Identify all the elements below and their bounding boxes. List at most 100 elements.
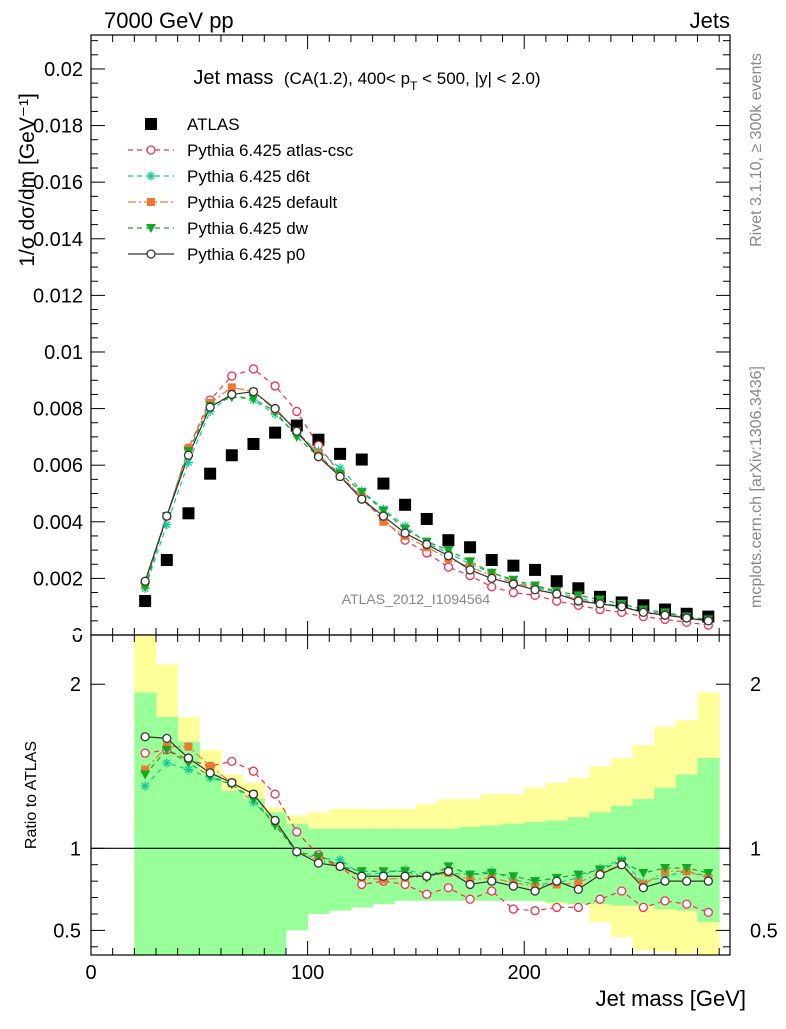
title-suffix: (CA(1.2), 400< p xyxy=(284,69,410,88)
main-point xyxy=(573,596,584,606)
main-ytick-label: 0 xyxy=(72,625,83,647)
main-point xyxy=(530,585,540,595)
main-point xyxy=(334,447,347,460)
main-point xyxy=(572,582,585,595)
ratio-band-inner xyxy=(697,758,720,923)
ratio-point xyxy=(248,789,259,799)
ratio-point xyxy=(638,902,649,913)
ratio-point xyxy=(573,884,584,895)
ratio-point xyxy=(443,866,454,876)
main-point xyxy=(227,383,236,392)
main-point xyxy=(443,551,454,561)
main-point xyxy=(355,453,368,466)
ratio-point xyxy=(443,883,454,893)
main-point xyxy=(573,591,584,601)
legend-label: Pythia 6.425 dw xyxy=(187,219,309,238)
ratio-point xyxy=(140,748,150,758)
main-series-line xyxy=(144,393,709,622)
ratio-point xyxy=(227,756,237,767)
main-point xyxy=(313,452,324,462)
title-main: Jet mass xyxy=(193,67,273,89)
main-point xyxy=(550,575,563,588)
main-point xyxy=(356,488,367,498)
ratio-point xyxy=(682,876,692,886)
ratio-point xyxy=(465,870,476,880)
ratio-band-inner xyxy=(589,812,612,905)
main-point xyxy=(420,512,433,525)
ratio-point xyxy=(660,864,671,874)
main-point xyxy=(247,437,260,450)
ratio-ylabel: Ratio to ATLAS xyxy=(23,741,40,849)
ratio-point xyxy=(248,766,259,776)
main-ytick-label: 0.02 xyxy=(44,59,83,81)
ratio-point xyxy=(681,864,692,874)
legend-label: Pythia 6.425 p0 xyxy=(187,245,305,264)
ratio-point xyxy=(617,886,627,896)
ratio-point xyxy=(270,815,280,826)
main-point xyxy=(182,507,195,520)
ratio-point xyxy=(183,753,194,763)
main-point xyxy=(160,554,173,566)
main-point xyxy=(378,511,389,521)
ratio-point xyxy=(703,868,714,878)
ratio-band-inner xyxy=(567,817,590,905)
ratio-point xyxy=(486,868,497,878)
ratio-point xyxy=(184,742,193,751)
main-point xyxy=(399,498,412,511)
ratio-band-inner xyxy=(394,828,417,901)
ratio-point xyxy=(573,902,584,913)
ratio-band-inner xyxy=(459,827,482,901)
ratio-point xyxy=(206,762,215,771)
main-point xyxy=(357,494,367,504)
main-point xyxy=(248,364,259,374)
ratio-frame xyxy=(90,634,731,956)
legend-marker xyxy=(146,249,156,259)
ratio-band-inner xyxy=(220,790,244,955)
main-ytick-label: 0.016 xyxy=(33,172,83,194)
main-point xyxy=(486,568,497,578)
main-point xyxy=(162,520,172,530)
main-point xyxy=(529,563,542,576)
main-point xyxy=(335,463,345,473)
ratio-band-inner xyxy=(415,828,439,901)
ratio-point xyxy=(140,781,150,791)
legend-label: Pythia 6.425 atlas-csc xyxy=(187,141,354,160)
ratio-point xyxy=(573,870,584,880)
ratio-point xyxy=(574,878,583,887)
ratio-band-inner xyxy=(199,774,222,955)
ratio-point xyxy=(141,765,150,774)
main-point xyxy=(507,559,520,572)
main-point xyxy=(139,595,152,608)
main-point xyxy=(225,449,238,462)
ratio-point xyxy=(638,868,649,878)
ratio-ytick-label-right: 1 xyxy=(750,838,761,860)
main-point xyxy=(269,426,282,439)
ratio-point xyxy=(508,881,519,891)
main-point xyxy=(465,565,475,575)
ratio-point xyxy=(335,861,345,872)
ratio-point xyxy=(292,846,302,857)
main-ytick-label: 0.006 xyxy=(33,455,83,477)
main-point xyxy=(377,477,390,490)
legend-marker xyxy=(146,145,156,155)
main-point xyxy=(162,511,172,521)
ratio-point xyxy=(140,770,151,780)
title-tail: < 500, |y| < 2.0) xyxy=(417,69,540,88)
ratio-point xyxy=(487,886,497,896)
ratio-ytick-label: 1 xyxy=(70,838,81,860)
ratio-point xyxy=(357,871,367,881)
main-point xyxy=(638,607,649,618)
ratio-ytick-label: 2 xyxy=(70,674,81,696)
ratio-band-inner xyxy=(155,717,179,955)
main-plot-area: 0 0.002 0.004 0.006 0.008 0.01 0.012 0.014 0.016… xyxy=(33,34,731,647)
analysis-label: ATLAS_2012_I1094564 xyxy=(342,591,491,607)
main-point xyxy=(660,610,670,620)
legend-marker xyxy=(146,224,156,233)
main-point xyxy=(443,562,454,572)
main-ytick-label: 0.01 xyxy=(44,342,83,364)
main-point xyxy=(508,587,519,598)
main-point xyxy=(487,573,497,584)
title-sub: T xyxy=(410,79,418,93)
main-point xyxy=(292,406,302,417)
